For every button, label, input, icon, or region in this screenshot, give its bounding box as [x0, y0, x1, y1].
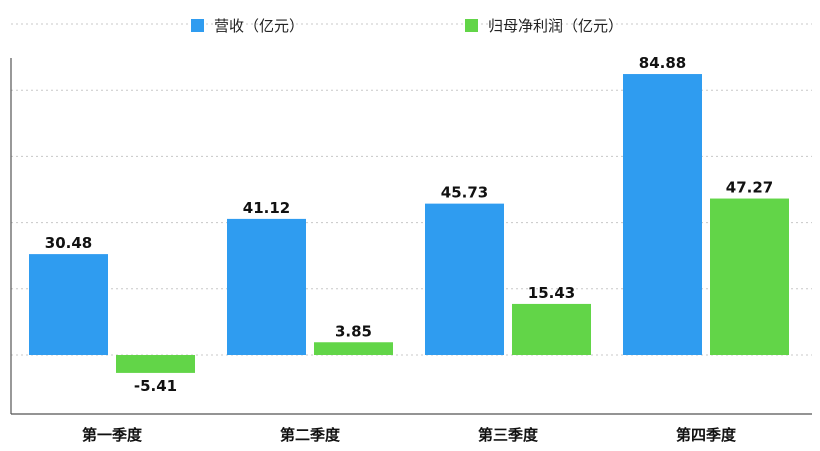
bar-revenue-q4: [623, 74, 702, 355]
value-label-revenue-q4: 84.88: [639, 54, 686, 72]
value-labels: 30.48 41.12 45.73 84.88 -5.41 3.85 15.43 47.27: [45, 54, 773, 395]
legend-swatch-revenue: [191, 19, 204, 32]
axes: [10, 58, 812, 415]
bars: [29, 74, 789, 373]
bar-net-profit-q4: [710, 198, 789, 355]
bar-net-profit-q1: [116, 355, 195, 373]
bar-revenue-q2: [227, 218, 306, 355]
value-label-revenue-q2: 41.12: [243, 199, 290, 217]
legend: 营收（亿元） 归母净利润（亿元）: [191, 17, 623, 35]
value-label-revenue-q3: 45.73: [441, 184, 488, 202]
category-label-q4: 第四季度: [676, 426, 737, 444]
legend-swatch-net-profit: [465, 19, 478, 32]
category-label-q3: 第三季度: [478, 426, 539, 444]
value-label-net-profit-q4: 47.27: [726, 179, 773, 197]
category-labels: 第一季度 第二季度 第三季度 第四季度: [82, 426, 737, 444]
value-label-net-profit-q1: -5.41: [134, 377, 177, 395]
value-label-net-profit-q2: 3.85: [335, 322, 372, 340]
bar-net-profit-q3: [512, 303, 591, 355]
category-label-q1: 第一季度: [82, 426, 143, 444]
value-label-net-profit-q3: 15.43: [528, 284, 575, 302]
bar-revenue-q3: [425, 203, 504, 355]
gridlines: [11, 23, 812, 356]
legend-label-revenue: 营收（亿元）: [214, 17, 304, 35]
bar-revenue-q1: [29, 254, 108, 355]
bar-net-profit-q2: [314, 342, 393, 355]
legend-label-net-profit: 归母净利润（亿元）: [488, 17, 623, 35]
value-label-revenue-q1: 30.48: [45, 234, 92, 252]
category-label-q2: 第二季度: [280, 426, 341, 444]
